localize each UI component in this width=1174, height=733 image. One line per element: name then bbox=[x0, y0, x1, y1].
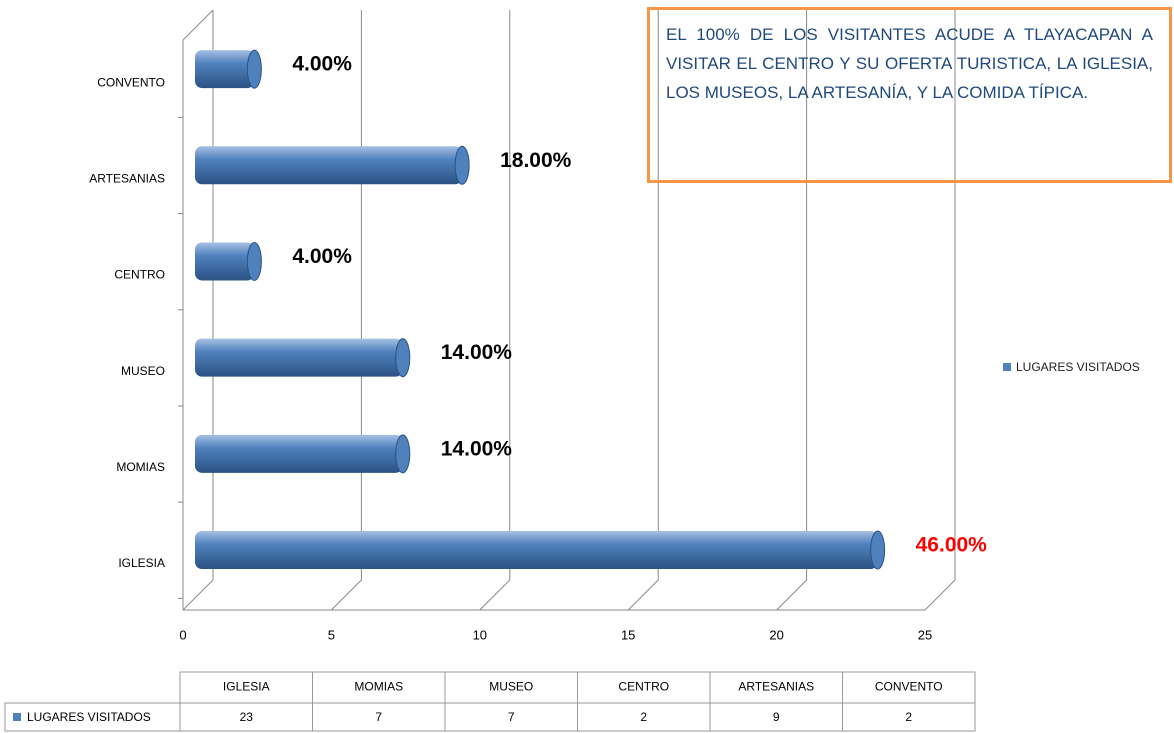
axis-line bbox=[182, 9, 214, 41]
y-tick-label: MOMIAS bbox=[116, 460, 165, 474]
grid-line bbox=[924, 579, 956, 611]
y-tick-label: CONVENTO bbox=[97, 75, 165, 89]
bar bbox=[195, 530, 886, 570]
grid-line bbox=[182, 579, 214, 611]
bar bbox=[195, 338, 411, 378]
data-label: 14.00% bbox=[441, 437, 513, 460]
grid-line bbox=[776, 579, 807, 611]
bar bbox=[195, 241, 262, 281]
bar-cap bbox=[870, 530, 886, 570]
table-value: 9 bbox=[773, 710, 780, 724]
bar bbox=[195, 145, 470, 185]
legend-marker bbox=[13, 713, 21, 721]
x-tick-label: 20 bbox=[769, 627, 783, 642]
bar-body bbox=[195, 50, 255, 89]
table-series-name: LUGARES VISITADOS bbox=[27, 710, 151, 724]
y-tick-label: CENTRO bbox=[114, 268, 165, 282]
grid-line bbox=[331, 579, 362, 611]
legend-marker bbox=[1003, 363, 1011, 371]
table-frame bbox=[4, 702, 976, 732]
bar-body bbox=[195, 242, 255, 281]
table-value: 2 bbox=[640, 710, 647, 724]
grid-line bbox=[479, 579, 511, 611]
bar bbox=[195, 434, 411, 474]
bar-cap bbox=[246, 241, 262, 281]
table-value: 2 bbox=[905, 710, 912, 724]
bar-body bbox=[195, 434, 403, 473]
y-tick-label: ARTESANIAS bbox=[89, 171, 165, 185]
x-tick-label: 0 bbox=[179, 627, 186, 642]
table-header: ARTESANIAS bbox=[738, 680, 814, 694]
table-value: 7 bbox=[508, 710, 515, 724]
table-header: MOMIAS bbox=[354, 680, 403, 694]
data-label: 14.00% bbox=[441, 341, 513, 364]
bar bbox=[195, 49, 262, 89]
table-header: IGLESIA bbox=[223, 680, 270, 694]
data-label: 46.00% bbox=[916, 534, 988, 557]
table-header: CENTRO bbox=[618, 680, 669, 694]
data-label: 4.00% bbox=[292, 53, 352, 76]
data-label: 4.00% bbox=[292, 245, 352, 268]
grid-line bbox=[627, 579, 659, 611]
table-header: MUSEO bbox=[489, 680, 533, 694]
x-tick-label: 5 bbox=[328, 627, 335, 642]
annotation: EL 100% DE LOS VISITANTES ACUDE A TLAYAC… bbox=[647, 7, 1172, 183]
table-header: CONVENTO bbox=[875, 680, 943, 694]
bar-body bbox=[195, 146, 463, 185]
bar-body bbox=[195, 338, 403, 377]
legend-label: LUGARES VISITADOS bbox=[1016, 360, 1140, 374]
bar-cap bbox=[395, 434, 411, 474]
bar-cap bbox=[454, 145, 470, 185]
y-tick-label: IGLESIA bbox=[118, 556, 165, 570]
bar-cap bbox=[246, 49, 262, 89]
data-label: 18.00% bbox=[500, 149, 572, 172]
table-value: 23 bbox=[240, 710, 254, 724]
x-tick-label: 10 bbox=[473, 627, 487, 642]
bar-cap bbox=[395, 338, 411, 378]
y-tick-label: MUSEO bbox=[121, 364, 165, 378]
table-value: 7 bbox=[375, 710, 382, 724]
x-tick-label: 15 bbox=[621, 627, 635, 642]
bar-body bbox=[195, 531, 878, 569]
x-tick-label: 25 bbox=[918, 627, 932, 642]
